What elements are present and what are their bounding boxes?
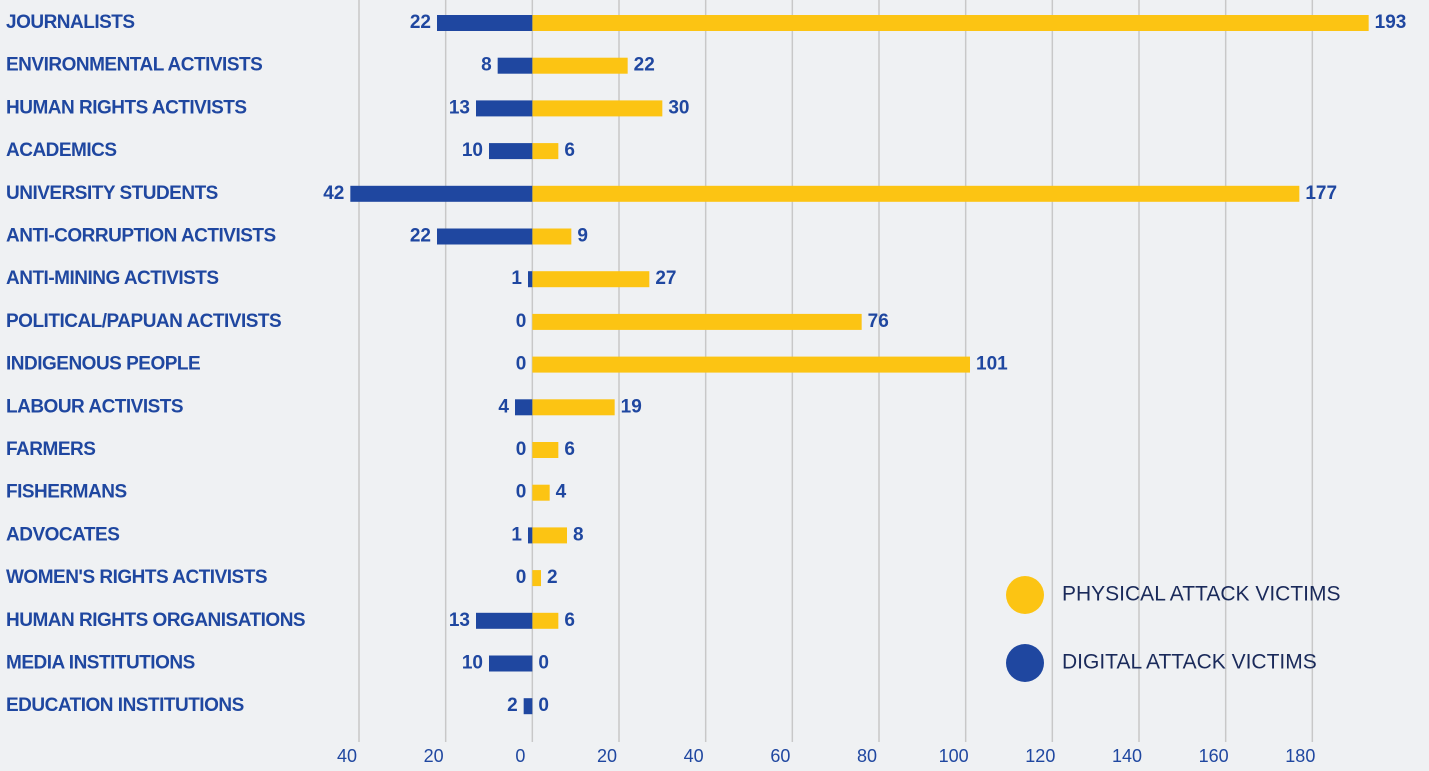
value-label: 10 [462, 140, 483, 161]
x-tick-label: 140 [1112, 746, 1142, 766]
bar [497, 57, 533, 74]
value-label: 0 [516, 311, 527, 332]
bar [350, 185, 533, 202]
x-tick-label: 160 [1199, 746, 1229, 766]
category-label: ANTI-MINING ACTIVISTS [6, 268, 219, 289]
category-label: MEDIA INSTITUTIONS [6, 653, 195, 674]
category-label: JOURNALISTS [6, 12, 135, 33]
x-tick-label: 80 [857, 746, 877, 766]
value-label: 10 [462, 653, 483, 674]
x-tick-label: 20 [424, 746, 444, 766]
bar [532, 570, 541, 587]
value-label: 0 [516, 567, 527, 588]
bar [532, 185, 1300, 202]
value-label: 0 [538, 653, 549, 674]
legend-swatch [1006, 644, 1044, 682]
x-tick-label: 180 [1285, 746, 1315, 766]
x-tick-label: 60 [770, 746, 790, 766]
value-label: 4 [556, 482, 567, 503]
value-label: 22 [410, 226, 431, 247]
value-label: 27 [655, 268, 676, 289]
category-label: UNIVERSITY STUDENTS [6, 183, 218, 204]
value-label: 13 [449, 97, 470, 118]
category-label: FARMERS [6, 439, 95, 460]
value-label: 0 [516, 354, 527, 375]
x-tick-label: 100 [939, 746, 969, 766]
x-tick-label: 40 [684, 746, 704, 766]
category-label: FISHERMANS [6, 482, 127, 503]
bar [476, 100, 533, 117]
category-label: LABOUR ACTIVISTS [6, 396, 183, 417]
value-label: 6 [564, 140, 575, 161]
legend-swatch [1006, 576, 1044, 614]
category-label: ACADEMICS [6, 140, 117, 161]
value-label: 9 [577, 226, 588, 247]
bar [532, 612, 559, 629]
category-label: ANTI-CORRUPTION ACTIVISTS [6, 226, 276, 247]
value-label: 0 [516, 482, 527, 503]
x-tick-label: 40 [337, 746, 357, 766]
bar [532, 271, 650, 288]
value-label: 30 [668, 97, 689, 118]
bar [489, 143, 533, 160]
value-label: 193 [1375, 12, 1407, 33]
category-label: POLITICAL/PAPUAN ACTIVISTS [6, 311, 281, 332]
bar [515, 399, 533, 416]
value-label: 42 [323, 183, 344, 204]
legend-label: PHYSICAL ATTACK VICTIMS [1062, 583, 1341, 606]
bar [532, 313, 862, 330]
value-label: 19 [621, 396, 642, 417]
value-label: 101 [976, 354, 1008, 375]
category-label: HUMAN RIGHTS ACTIVISTS [6, 97, 247, 118]
bar [437, 228, 533, 245]
value-label: 4 [498, 396, 509, 417]
bar [532, 57, 628, 74]
value-label: 2 [507, 695, 518, 716]
category-label: ADVOCATES [6, 524, 119, 545]
bar [532, 356, 970, 373]
legend-label: DIGITAL ATTACK VICTIMS [1062, 651, 1317, 674]
category-label: ENVIRONMENTAL ACTIVISTS [6, 55, 262, 76]
x-tick-label: 20 [597, 746, 617, 766]
value-label: 8 [573, 524, 584, 545]
value-label: 22 [410, 12, 431, 33]
bar [489, 655, 533, 672]
bar [528, 271, 533, 288]
x-tick-label: 120 [1025, 746, 1055, 766]
value-label: 0 [538, 695, 549, 716]
bar [532, 484, 550, 501]
bar [476, 612, 533, 629]
value-label: 1 [511, 268, 522, 289]
value-label: 6 [564, 610, 575, 631]
value-label: 8 [481, 55, 492, 76]
value-label: 2 [547, 567, 558, 588]
bar [528, 527, 533, 544]
bar [523, 698, 533, 715]
bar [532, 100, 663, 117]
value-label: 0 [516, 439, 527, 460]
category-label: INDIGENOUS PEOPLE [6, 354, 200, 375]
bar [532, 228, 572, 245]
bar [532, 442, 559, 458]
value-label: 177 [1305, 183, 1337, 204]
value-label: 1 [511, 524, 522, 545]
category-label: WOMEN'S RIGHTS ACTIVISTS [6, 567, 267, 588]
category-label: EDUCATION INSTITUTIONS [6, 695, 244, 716]
value-label: 13 [449, 610, 470, 631]
value-label: 6 [564, 439, 575, 460]
x-tick-label: 0 [515, 746, 525, 766]
bar [532, 15, 1369, 31]
value-label: 76 [868, 311, 889, 332]
value-label: 22 [634, 55, 655, 76]
bar [437, 15, 533, 31]
bar [532, 399, 615, 416]
bar [532, 143, 559, 160]
category-label: HUMAN RIGHTS ORGANISATIONS [6, 610, 305, 631]
bar [532, 527, 567, 544]
